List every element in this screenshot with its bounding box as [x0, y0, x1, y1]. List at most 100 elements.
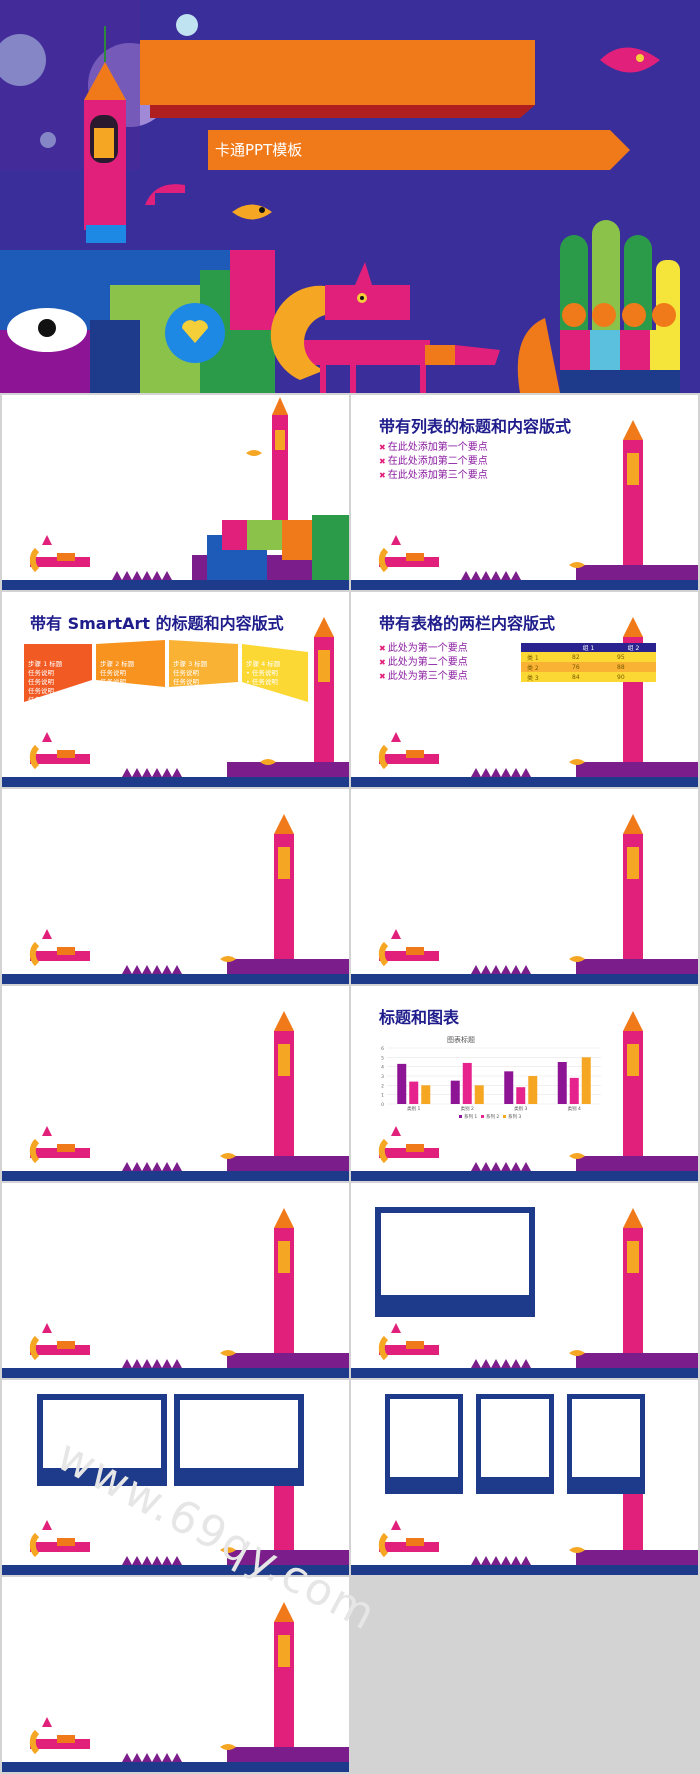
bullet-item: 此处为第二个要点 [379, 656, 468, 670]
slide-blank-6[interactable] [2, 1577, 349, 1772]
bar [397, 1063, 407, 1104]
picture-frame [43, 1400, 161, 1468]
bullet-item: 在此处添加第一个要点 [379, 441, 488, 455]
legend-label: 系列 3 [508, 1113, 521, 1120]
bullet-item: 此处为第一个要点 [379, 642, 468, 656]
table-cell: 88 [617, 663, 625, 671]
y-tick-label: 4 [381, 1065, 384, 1071]
step-line: 任务说明 [173, 669, 199, 677]
picture-placeholder[interactable] [476, 1394, 554, 1494]
slide-blank-5[interactable] [2, 1183, 349, 1378]
slide-two-pictures[interactable] [2, 1380, 349, 1575]
step-shape-2 [96, 640, 165, 687]
step-2: 步骤 2 标题 任务说明 任务说明 任务说明 [100, 660, 134, 696]
slide-decoration [351, 814, 698, 984]
bullet-item: 在此处添加第三个要点 [379, 469, 488, 483]
table-header-row: 组 1 组 2 [521, 643, 656, 652]
step-line: 任务说明 [28, 678, 54, 686]
bar [421, 1085, 431, 1104]
bullet-list: 在此处添加第一个要点 在此处添加第二个要点 在此处添加第三个要点 [379, 441, 488, 483]
picture-placeholder[interactable] [174, 1394, 304, 1486]
slide-title: 带有表格的两栏内容版式 [379, 614, 556, 633]
y-tick-label: 6 [381, 1046, 384, 1052]
slide-table-layout[interactable]: 带有表格的两栏内容版式 此处为第一个要点 此处为第二个要点 此处为第三个要点 组… [351, 592, 698, 787]
slide-decoration [2, 1208, 349, 1378]
x-tick-label: 类别 2 [461, 1105, 474, 1112]
step-heading: 步骤 3 标题 [173, 660, 208, 668]
slide-three-pictures[interactable] [351, 1380, 698, 1575]
bar [474, 1085, 484, 1104]
slide-chart-layout[interactable]: 标题和图表 图表标题 0 1 2 3 4 5 6 类别 1 类别 2 类别 3 类别 4 系列 1 系列… [351, 986, 698, 1181]
step-shape-3 [169, 640, 238, 687]
slide-title: 卡通PPT模板 [215, 141, 303, 159]
slide-decoration [2, 397, 349, 590]
slide-blank-1[interactable] [2, 395, 349, 590]
bar [569, 1077, 579, 1104]
x-tick-label: 类别 1 [407, 1105, 420, 1112]
x-tick-label: 类别 3 [514, 1105, 527, 1112]
table-header: 组 2 [611, 643, 656, 652]
table-cell: 类 3 [527, 674, 539, 682]
title-slide[interactable]: 卡通PPT模板 [0, 0, 700, 393]
picture-placeholder[interactable] [385, 1394, 463, 1494]
picture-placeholder[interactable] [37, 1394, 167, 1486]
slide-title: 标题和图表 [379, 1008, 460, 1027]
step-line: 任务说明 [100, 678, 126, 686]
slide-smartart-layout[interactable]: 带有 SmartArt 的标题和内容版式 步骤 1 标题 任务说明 任务说明 任… [2, 592, 349, 787]
step-shape-1 [24, 644, 92, 702]
x-tick-label: 类别 4 [568, 1105, 581, 1112]
step-line: 任务说明 [173, 678, 199, 686]
slide-blank-3[interactable] [351, 789, 698, 984]
bar [450, 1080, 460, 1104]
legend-label: 系列 2 [486, 1113, 499, 1120]
slide-decoration [2, 1602, 349, 1772]
bar [581, 1057, 591, 1104]
table-cell: 类 2 [527, 664, 539, 672]
bullet-item: 在此处添加第二个要点 [379, 455, 488, 469]
chart-title: 图表标题 [447, 1036, 475, 1044]
bullet-item: 此处为第三个要点 [379, 670, 468, 684]
slide-decoration [351, 420, 698, 590]
slide-title: 带有列表的标题和内容版式 [379, 417, 572, 436]
slide-list-layout[interactable]: 带有列表的标题和内容版式 在此处添加第一个要点 在此处添加第二个要点 在此处添加… [351, 395, 698, 590]
bar [504, 1071, 514, 1104]
bar [516, 1087, 526, 1104]
slide-decoration [351, 1011, 698, 1181]
step-line: 任务说明 [28, 696, 54, 704]
legend-swatch [503, 1115, 506, 1118]
title-slide-illustration [0, 0, 680, 393]
slide-decoration [351, 1208, 698, 1378]
picture-placeholder[interactable] [375, 1207, 535, 1317]
bullet-list: 此处为第一个要点 此处为第二个要点 此处为第三个要点 [379, 642, 468, 684]
y-tick-label: 2 [381, 1083, 384, 1089]
y-tick-label: 5 [381, 1055, 384, 1061]
step-4: 步骤 4 标题 • 任务说明 • 任务说明 [246, 660, 280, 687]
table-cell: 类 1 [527, 654, 539, 662]
step-heading: 步骤 1 标题 [28, 660, 63, 668]
slide-decoration [2, 1011, 349, 1181]
step-1: 步骤 1 标题 任务说明 任务说明 任务说明 任务说明 [28, 660, 62, 705]
slide-title: 带有 SmartArt 的标题和内容版式 [30, 614, 284, 633]
y-tick-label: 0 [381, 1102, 384, 1108]
table-cell: 76 [572, 663, 580, 671]
step-line: • 任务说明 [246, 678, 278, 686]
picture-placeholder[interactable] [567, 1394, 645, 1494]
slide-decoration [351, 617, 698, 787]
table-row: 类 2 76 88 [521, 662, 656, 672]
step-3: 步骤 3 标题 任务说明 任务说明 [173, 660, 207, 687]
slide-blank-4[interactable] [2, 986, 349, 1181]
bar-chart: 0 1 2 3 4 5 6 类别 1 类别 2 类别 3 类别 4 系列 1 系列 2 系列 3 [381, 1046, 601, 1120]
picture-frame [572, 1399, 640, 1477]
table-row: 类 3 84 90 [521, 672, 656, 682]
step-shape-4 [242, 644, 308, 702]
y-tick-label: 1 [381, 1093, 384, 1099]
slide-one-picture[interactable] [351, 1183, 698, 1378]
table-cell: 82 [572, 653, 580, 661]
picture-frame [180, 1400, 298, 1468]
step-line: 任务说明 [28, 687, 54, 695]
table-header [521, 643, 566, 652]
legend-swatch [481, 1115, 484, 1118]
table-cell: 95 [617, 653, 625, 661]
bar [528, 1076, 538, 1104]
slide-blank-2[interactable] [2, 789, 349, 984]
